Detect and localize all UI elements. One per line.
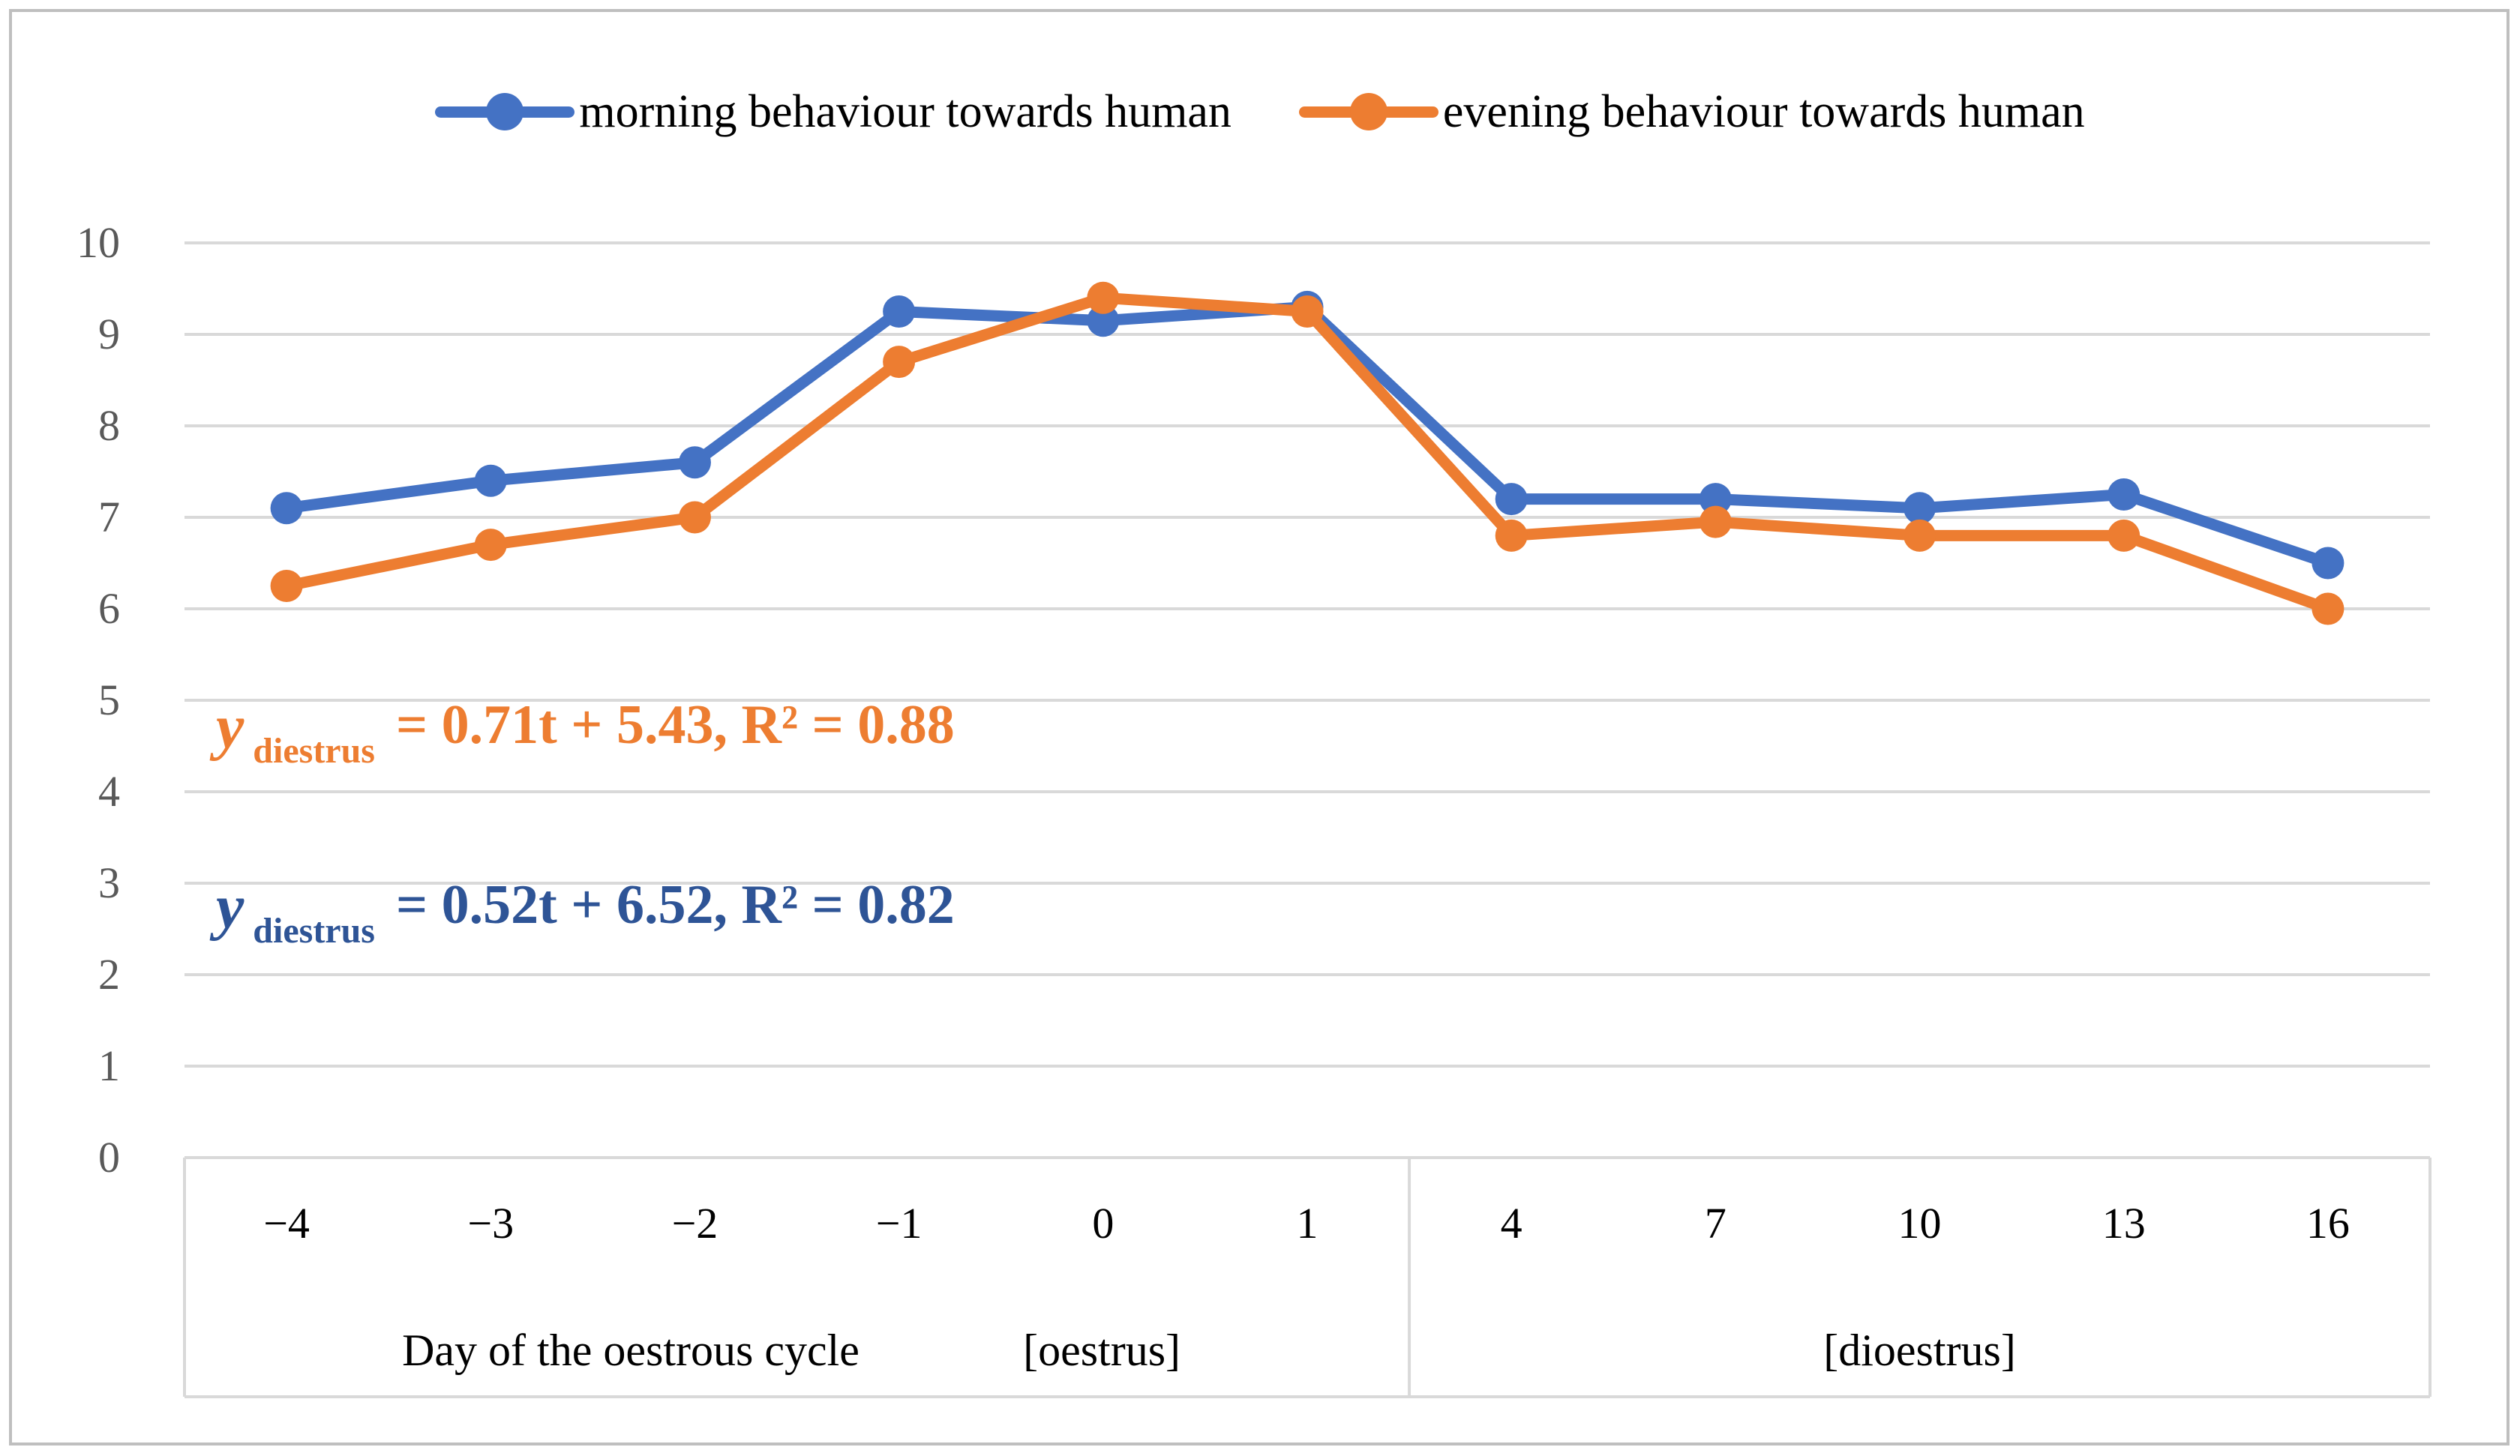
y-axis-tick-label: 2 (98, 950, 120, 999)
data-point (1291, 295, 1324, 328)
y-axis-tick-label: 4 (98, 767, 120, 816)
data-point (1904, 492, 1936, 525)
data-point (270, 492, 303, 525)
data-point (1087, 281, 1120, 314)
y-axis-tick-label: 9 (98, 310, 120, 358)
data-point (474, 529, 507, 562)
data-point (883, 295, 916, 328)
equation-subscript: diestrus (253, 731, 375, 771)
data-point (678, 446, 711, 479)
x-axis-tick-label: −1 (875, 1199, 922, 1248)
x-axis-tick-label: 13 (2102, 1199, 2146, 1248)
legend-dot-icon (1349, 93, 1388, 130)
data-point (474, 464, 507, 497)
regression-equation-evening: y diestrus = 0.71t + 5.43, R² = 0.88 (216, 694, 955, 769)
data-point (2312, 547, 2344, 580)
data-point (883, 346, 916, 379)
legend-label-morning: morning behaviour towards human (579, 86, 1232, 137)
y-axis-tick-label: 0 (98, 1133, 120, 1182)
data-point (1904, 519, 1936, 552)
legend-line-dot-icon (435, 93, 575, 130)
equation-lead: y (216, 692, 244, 762)
x-axis-tick-label: 0 (1092, 1199, 1114, 1248)
y-axis-tick-label: 6 (98, 584, 120, 633)
x-axis-tick-label: −2 (671, 1199, 718, 1248)
data-point (1087, 304, 1120, 337)
data-point (1699, 505, 1732, 538)
data-point (2312, 592, 2344, 625)
y-axis-tick-label: 1 (98, 1041, 120, 1090)
legend-item-evening: evening behaviour towards human (1298, 86, 2085, 137)
x-axis-tick-label: 10 (1898, 1199, 1942, 1248)
data-point (2108, 519, 2140, 552)
legend-dot-icon (486, 93, 524, 130)
x-axis-group-label-day: Day of the oestrous cycle (402, 1326, 860, 1375)
data-point (1495, 483, 1528, 516)
data-point (270, 570, 303, 602)
equation-text: = 0.71t + 5.43, R² = 0.88 (395, 694, 955, 756)
data-point (1495, 519, 1528, 552)
equation-lead: y (216, 872, 244, 942)
x-axis-tick-label: 16 (2306, 1199, 2350, 1248)
equation-subscript: diestrus (253, 911, 375, 951)
x-axis-tick-label: 4 (1500, 1199, 1522, 1248)
x-axis-tick-label: −4 (263, 1199, 310, 1248)
x-axis-tick-label: 7 (1704, 1199, 1726, 1248)
data-point (678, 501, 711, 534)
legend-label-evening: evening behaviour towards human (1442, 86, 2085, 137)
regression-equation-morning: y diestrus = 0.52t + 6.52, R² = 0.82 (216, 874, 955, 949)
legend-item-morning: morning behaviour towards human (435, 88, 1232, 135)
x-axis-group-label-dioestrus: [dioestrus] (1823, 1326, 2016, 1375)
y-axis-tick-label: 3 (98, 858, 120, 907)
equation-text: = 0.52t + 6.52, R² = 0.82 (395, 874, 955, 936)
y-axis-tick-label: 5 (98, 676, 120, 724)
y-axis-tick-label: 8 (98, 401, 120, 450)
x-axis-tick-label: 1 (1296, 1199, 1318, 1248)
x-axis-tick-label: −3 (467, 1199, 514, 1248)
legend-line-dot-icon (1298, 93, 1438, 130)
y-axis-tick-label: 7 (98, 493, 120, 541)
chart-legend: morning behaviour towards human evening … (0, 88, 2520, 135)
data-point (2108, 478, 2140, 511)
y-axis-tick-label: 10 (76, 218, 120, 267)
data-point (1699, 483, 1732, 516)
x-axis-group-label-oestrus: [oestrus] (1023, 1326, 1181, 1375)
